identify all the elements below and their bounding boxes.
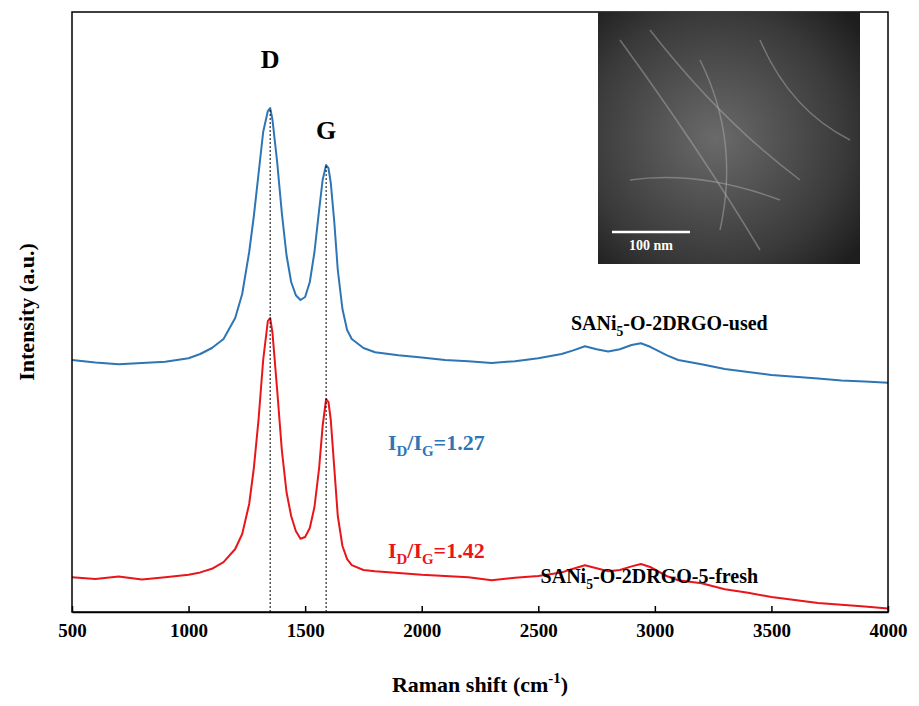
inset-texture	[760, 40, 850, 140]
text-part: G	[422, 551, 434, 567]
text-part: =1.42	[434, 538, 485, 563]
x-tick-label: 2000	[403, 620, 441, 641]
text-part: -O-2DRGO-5-fresh	[593, 565, 758, 587]
peak-label: D	[261, 45, 280, 74]
spectrum-line	[72, 318, 888, 608]
x-tick-label: 4000	[870, 620, 908, 641]
plot: DG5001000150020002500300035004000ID/IG=1…	[58, 12, 907, 641]
text-part: =1.27	[434, 430, 485, 455]
text-part: /I	[406, 430, 422, 455]
text-part: SANi	[541, 565, 587, 587]
text-part: I	[388, 430, 397, 455]
x-tick-label: 1000	[170, 620, 208, 641]
x-tick-mark	[538, 606, 540, 612]
x-tick: 4000	[870, 606, 908, 641]
text-part: D	[396, 551, 407, 567]
text-part: -O-2DRGO-used	[623, 312, 767, 334]
x-tick-label: 3500	[753, 620, 791, 641]
x-tick-mark	[188, 606, 190, 612]
peak-label: G	[316, 116, 336, 145]
x-tick-mark	[421, 606, 423, 612]
x-tick: 3500	[753, 606, 791, 641]
x-tick: 1500	[287, 606, 325, 641]
x-tick: 2000	[403, 606, 441, 641]
x-tick: 2500	[520, 606, 558, 641]
inset-texture	[700, 60, 727, 230]
x-tick-mark	[72, 606, 74, 612]
chart: DG5001000150020002500300035004000ID/IG=1…	[0, 0, 919, 706]
ratio-label: ID/IG=1.27	[388, 430, 485, 459]
x-tick-label: 500	[58, 620, 87, 641]
x-tick: 3000	[636, 606, 674, 641]
text-part: )	[561, 672, 568, 697]
inset-texture	[620, 40, 760, 250]
x-tick: 500	[58, 606, 87, 641]
text-part: G	[422, 443, 434, 459]
peak-line	[326, 165, 327, 612]
x-tick-label: 1500	[287, 620, 325, 641]
scale-bar-label: 100 nm	[629, 238, 673, 253]
text-part: /I	[406, 538, 422, 563]
x-tick: 1000	[170, 606, 208, 641]
inset-image: 100 nm	[598, 12, 860, 264]
ratio-label: ID/IG=1.42	[388, 538, 485, 567]
x-tick-mark	[655, 606, 657, 612]
peak-line	[270, 108, 271, 612]
text-part: D	[396, 443, 407, 459]
x-tick-mark	[305, 606, 307, 612]
plot-frame	[72, 12, 888, 612]
x-tick-label: 2500	[520, 620, 558, 641]
x-tick-mark	[771, 606, 773, 612]
x-tick-mark	[888, 606, 890, 612]
series-label: SANi5-O-2DRGO-used	[571, 312, 768, 339]
x-tick-label: 3000	[636, 620, 674, 641]
scale-bar	[612, 231, 690, 234]
inset-texture	[650, 30, 800, 180]
y-axis-title: Intensity (a.u.)	[14, 243, 39, 381]
text-part: I	[388, 538, 397, 563]
inset-texture	[630, 178, 780, 201]
text-part: -1	[548, 670, 560, 686]
series-label: SANi5-O-2DRGO-5-fresh	[541, 565, 759, 592]
text-part: SANi	[571, 312, 617, 334]
x-axis: 500 1000 1500 2000 2500 3000 3500 4000	[58, 606, 907, 641]
text-part: Raman shift (cm	[392, 672, 548, 697]
x-axis-line	[73, 612, 889, 614]
x-axis-title: Raman shift (cm-1)	[392, 670, 568, 697]
inset-background	[598, 12, 860, 264]
